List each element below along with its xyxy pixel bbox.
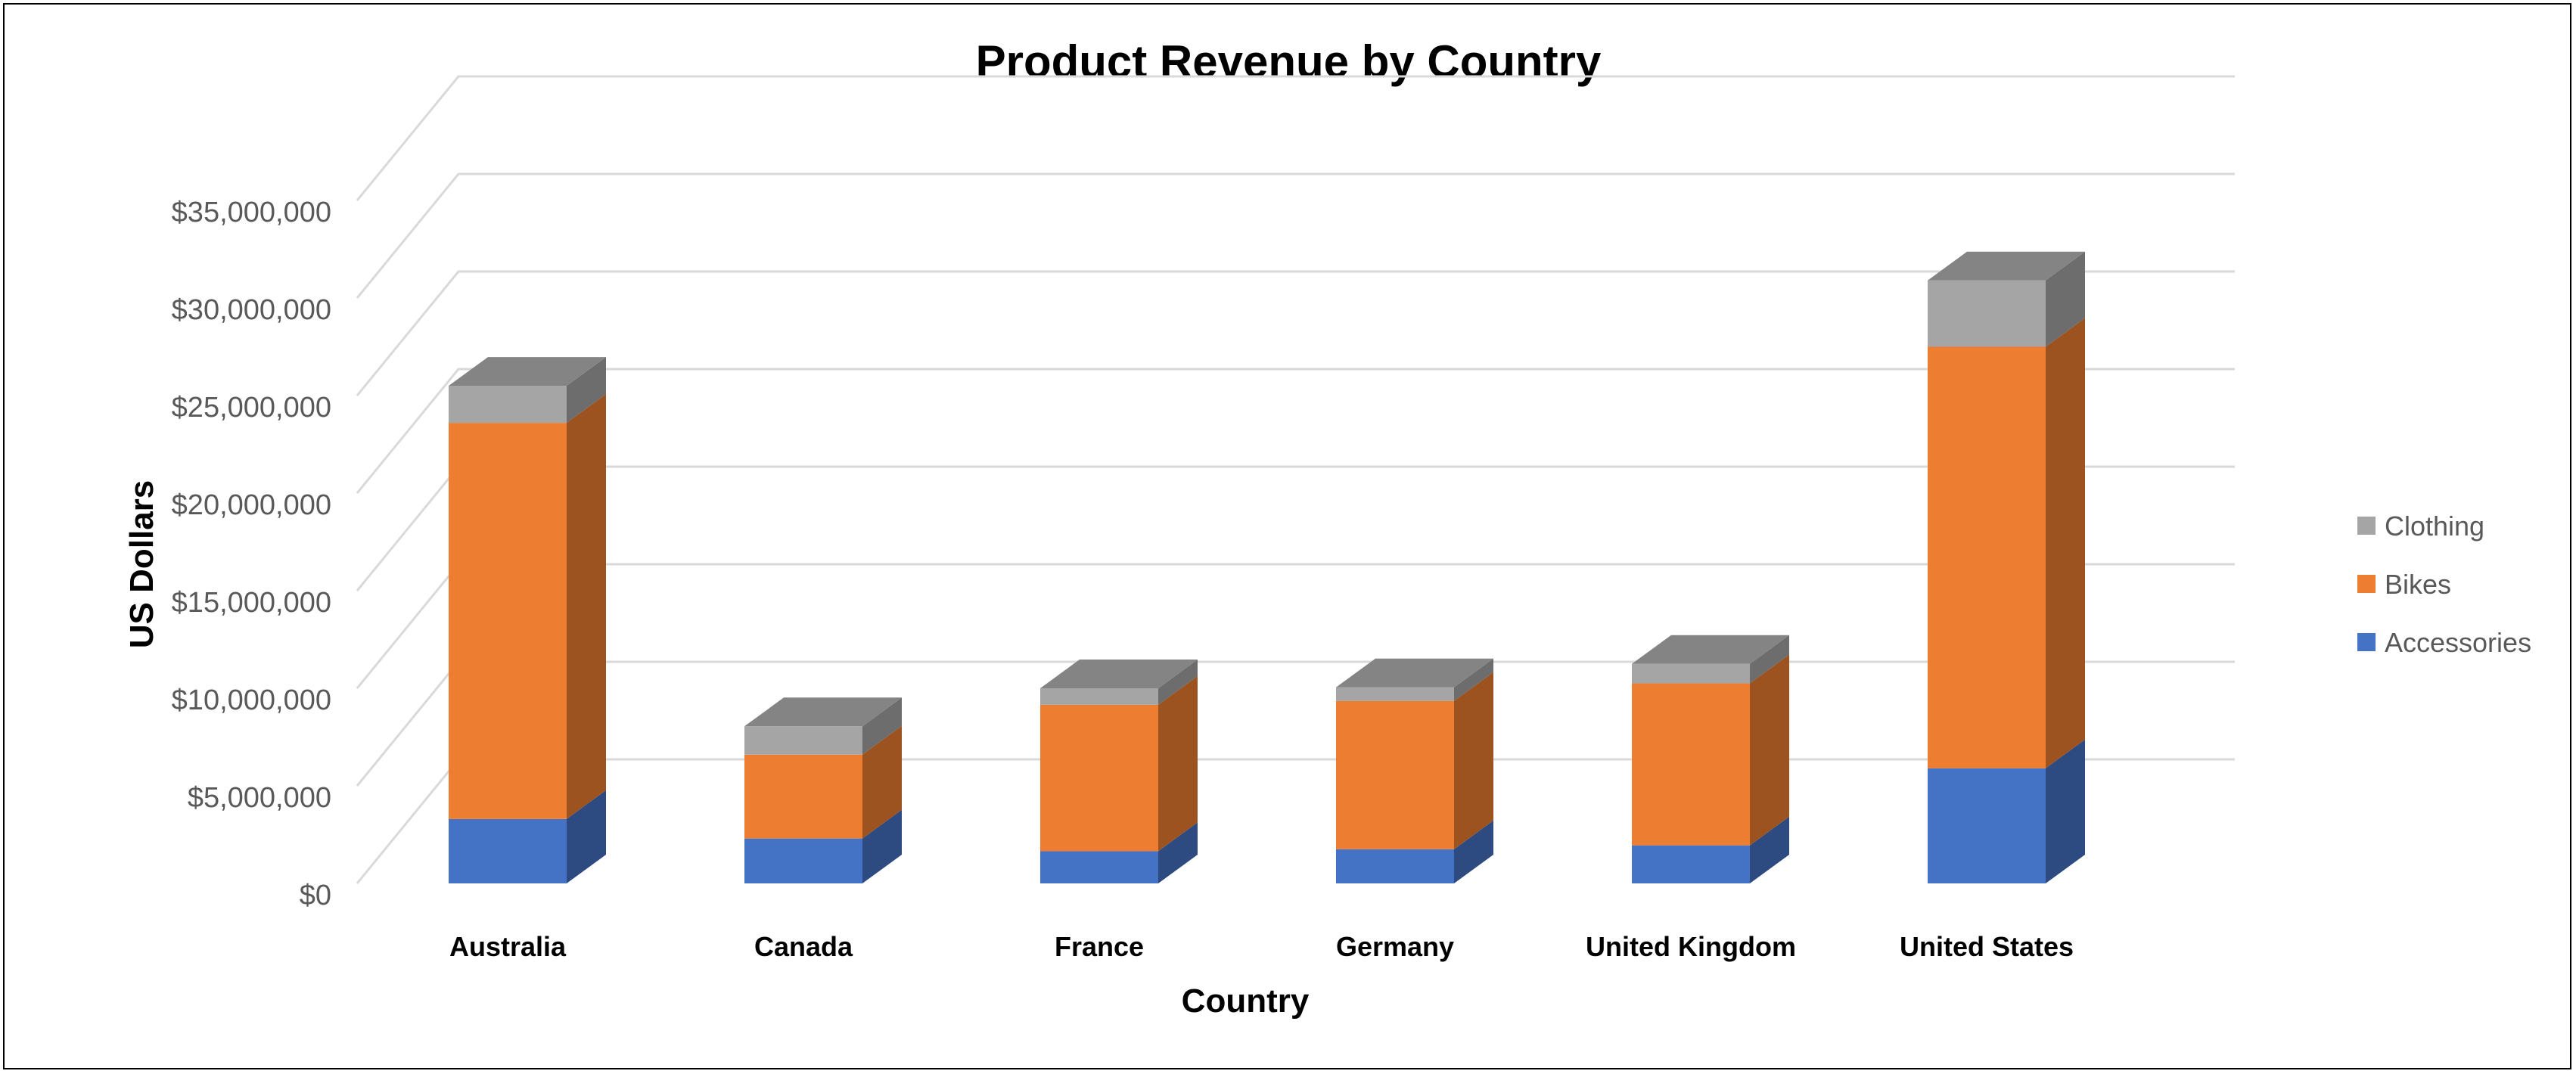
bar-bikes-canada bbox=[744, 754, 862, 839]
bar-clothing-united-kingdom-top bbox=[1632, 635, 1789, 664]
bar-stack-australia bbox=[449, 357, 606, 883]
bar-bikes-france bbox=[1040, 704, 1158, 852]
bar-stack-canada bbox=[744, 697, 902, 883]
gridline bbox=[356, 270, 2235, 396]
y-tick-labels: $0 $5,000,000 $10,000,000 $15,000,000 $20,00… bbox=[172, 197, 331, 911]
y-tick-label: $30,000,000 bbox=[172, 294, 331, 326]
chart-title: Product Revenue by Country bbox=[976, 36, 1602, 87]
bar-accessories-united-states-side bbox=[2046, 739, 2085, 883]
legend-swatch-clothing bbox=[2357, 517, 2376, 535]
bar-accessories-germany-side bbox=[1454, 820, 1493, 883]
bar-clothing-france-side bbox=[1158, 660, 1198, 705]
bar-stack-united-kingdom bbox=[1632, 635, 1789, 883]
x-tick-label: Australia bbox=[449, 931, 567, 962]
y-tick-label: $10,000,000 bbox=[172, 684, 331, 716]
bar-bikes-canada-side bbox=[862, 725, 902, 839]
bar-clothing-canada bbox=[744, 726, 862, 755]
bar-accessories-france bbox=[1040, 851, 1158, 883]
legend: Clothing Bikes Accessories bbox=[2357, 511, 2531, 658]
bar-clothing-canada-side bbox=[862, 697, 902, 755]
bar-bikes-germany-side bbox=[1454, 672, 1493, 849]
bar-clothing-france bbox=[1040, 688, 1158, 705]
bar-accessories-germany bbox=[1336, 849, 1454, 883]
x-tick-label: United Kingdom bbox=[1586, 931, 1796, 962]
bar-accessories-canada bbox=[744, 838, 862, 883]
bar-clothing-australia-side bbox=[567, 357, 606, 424]
gridline bbox=[356, 172, 2235, 299]
gridline bbox=[356, 75, 2235, 201]
bar-accessories-france-side bbox=[1158, 822, 1198, 883]
y-tick-label: $20,000,000 bbox=[172, 489, 331, 521]
bar-clothing-germany bbox=[1336, 687, 1454, 701]
bar-stack-france bbox=[1040, 660, 1198, 883]
y-tick-label: $0 bbox=[300, 880, 331, 911]
legend-label-accessories: Accessories bbox=[2385, 627, 2531, 658]
x-axis-title: Country bbox=[1182, 982, 1310, 1020]
bar-bikes-germany bbox=[1336, 700, 1454, 849]
bar-clothing-france-top bbox=[1040, 660, 1198, 688]
bar-accessories-united-states bbox=[1928, 768, 2046, 883]
bar-clothing-united-states-top bbox=[1928, 251, 2085, 281]
bar-clothing-united-kingdom bbox=[1632, 663, 1750, 684]
y-axis-title: US Dollars bbox=[123, 480, 160, 649]
bar-bikes-australia-side bbox=[567, 394, 606, 819]
y-tick-label: $35,000,000 bbox=[172, 197, 331, 228]
bar-bikes-united-states-side bbox=[2046, 318, 2085, 768]
bar-accessories-united-kingdom bbox=[1632, 845, 1750, 883]
bar-clothing-united-states bbox=[1928, 280, 2046, 347]
bar-accessories-united-kingdom-side bbox=[1750, 816, 1789, 883]
x-tick-label: France bbox=[1055, 931, 1144, 962]
chart-frame: Product Revenue by Country $0 $5,000,000 $… bbox=[3, 3, 2571, 1069]
x-tick-labels: Australia Canada France Germany United Kingd… bbox=[449, 931, 2074, 962]
y-tick-label: $15,000,000 bbox=[172, 587, 331, 619]
bar-bikes-united-states bbox=[1928, 346, 2046, 768]
bar-accessories-canada-side bbox=[862, 809, 902, 883]
y-tick-label: $25,000,000 bbox=[172, 392, 331, 424]
legend-label-clothing: Clothing bbox=[2385, 511, 2484, 542]
bar-clothing-australia bbox=[449, 386, 567, 424]
bar-stack-united-states bbox=[1928, 251, 2085, 883]
bar-layer bbox=[449, 251, 2085, 883]
bar-clothing-germany-side bbox=[1454, 658, 1493, 701]
bar-clothing-united-states-side bbox=[2046, 251, 2085, 347]
bar-clothing-germany-top bbox=[1336, 658, 1493, 688]
bar-bikes-france-side bbox=[1158, 675, 1198, 852]
bar-accessories-australia bbox=[449, 818, 567, 883]
chart-svg: Product Revenue by Country $0$5,000,000$… bbox=[123, 36, 2531, 1020]
bar-clothing-australia-top bbox=[449, 357, 606, 386]
bar-clothing-canada-top bbox=[744, 697, 902, 727]
bar-bikes-united-kingdom bbox=[1632, 683, 1750, 846]
bar-bikes-australia bbox=[449, 423, 567, 819]
bar-bikes-united-kingdom-side bbox=[1750, 654, 1789, 846]
legend-label-bikes: Bikes bbox=[2385, 569, 2451, 600]
x-tick-label: Germany bbox=[1336, 931, 1454, 962]
x-tick-label: United States bbox=[1900, 931, 2074, 962]
bar-clothing-united-kingdom-side bbox=[1750, 635, 1789, 684]
x-tick-label: Canada bbox=[754, 931, 853, 962]
legend-swatch-bikes bbox=[2357, 575, 2376, 593]
gridline bbox=[356, 368, 2235, 494]
bar-stack-germany bbox=[1336, 658, 1493, 883]
legend-swatch-accessories bbox=[2357, 633, 2376, 651]
bar-accessories-australia-side bbox=[567, 790, 606, 883]
y-tick-label: $5,000,000 bbox=[188, 782, 331, 814]
